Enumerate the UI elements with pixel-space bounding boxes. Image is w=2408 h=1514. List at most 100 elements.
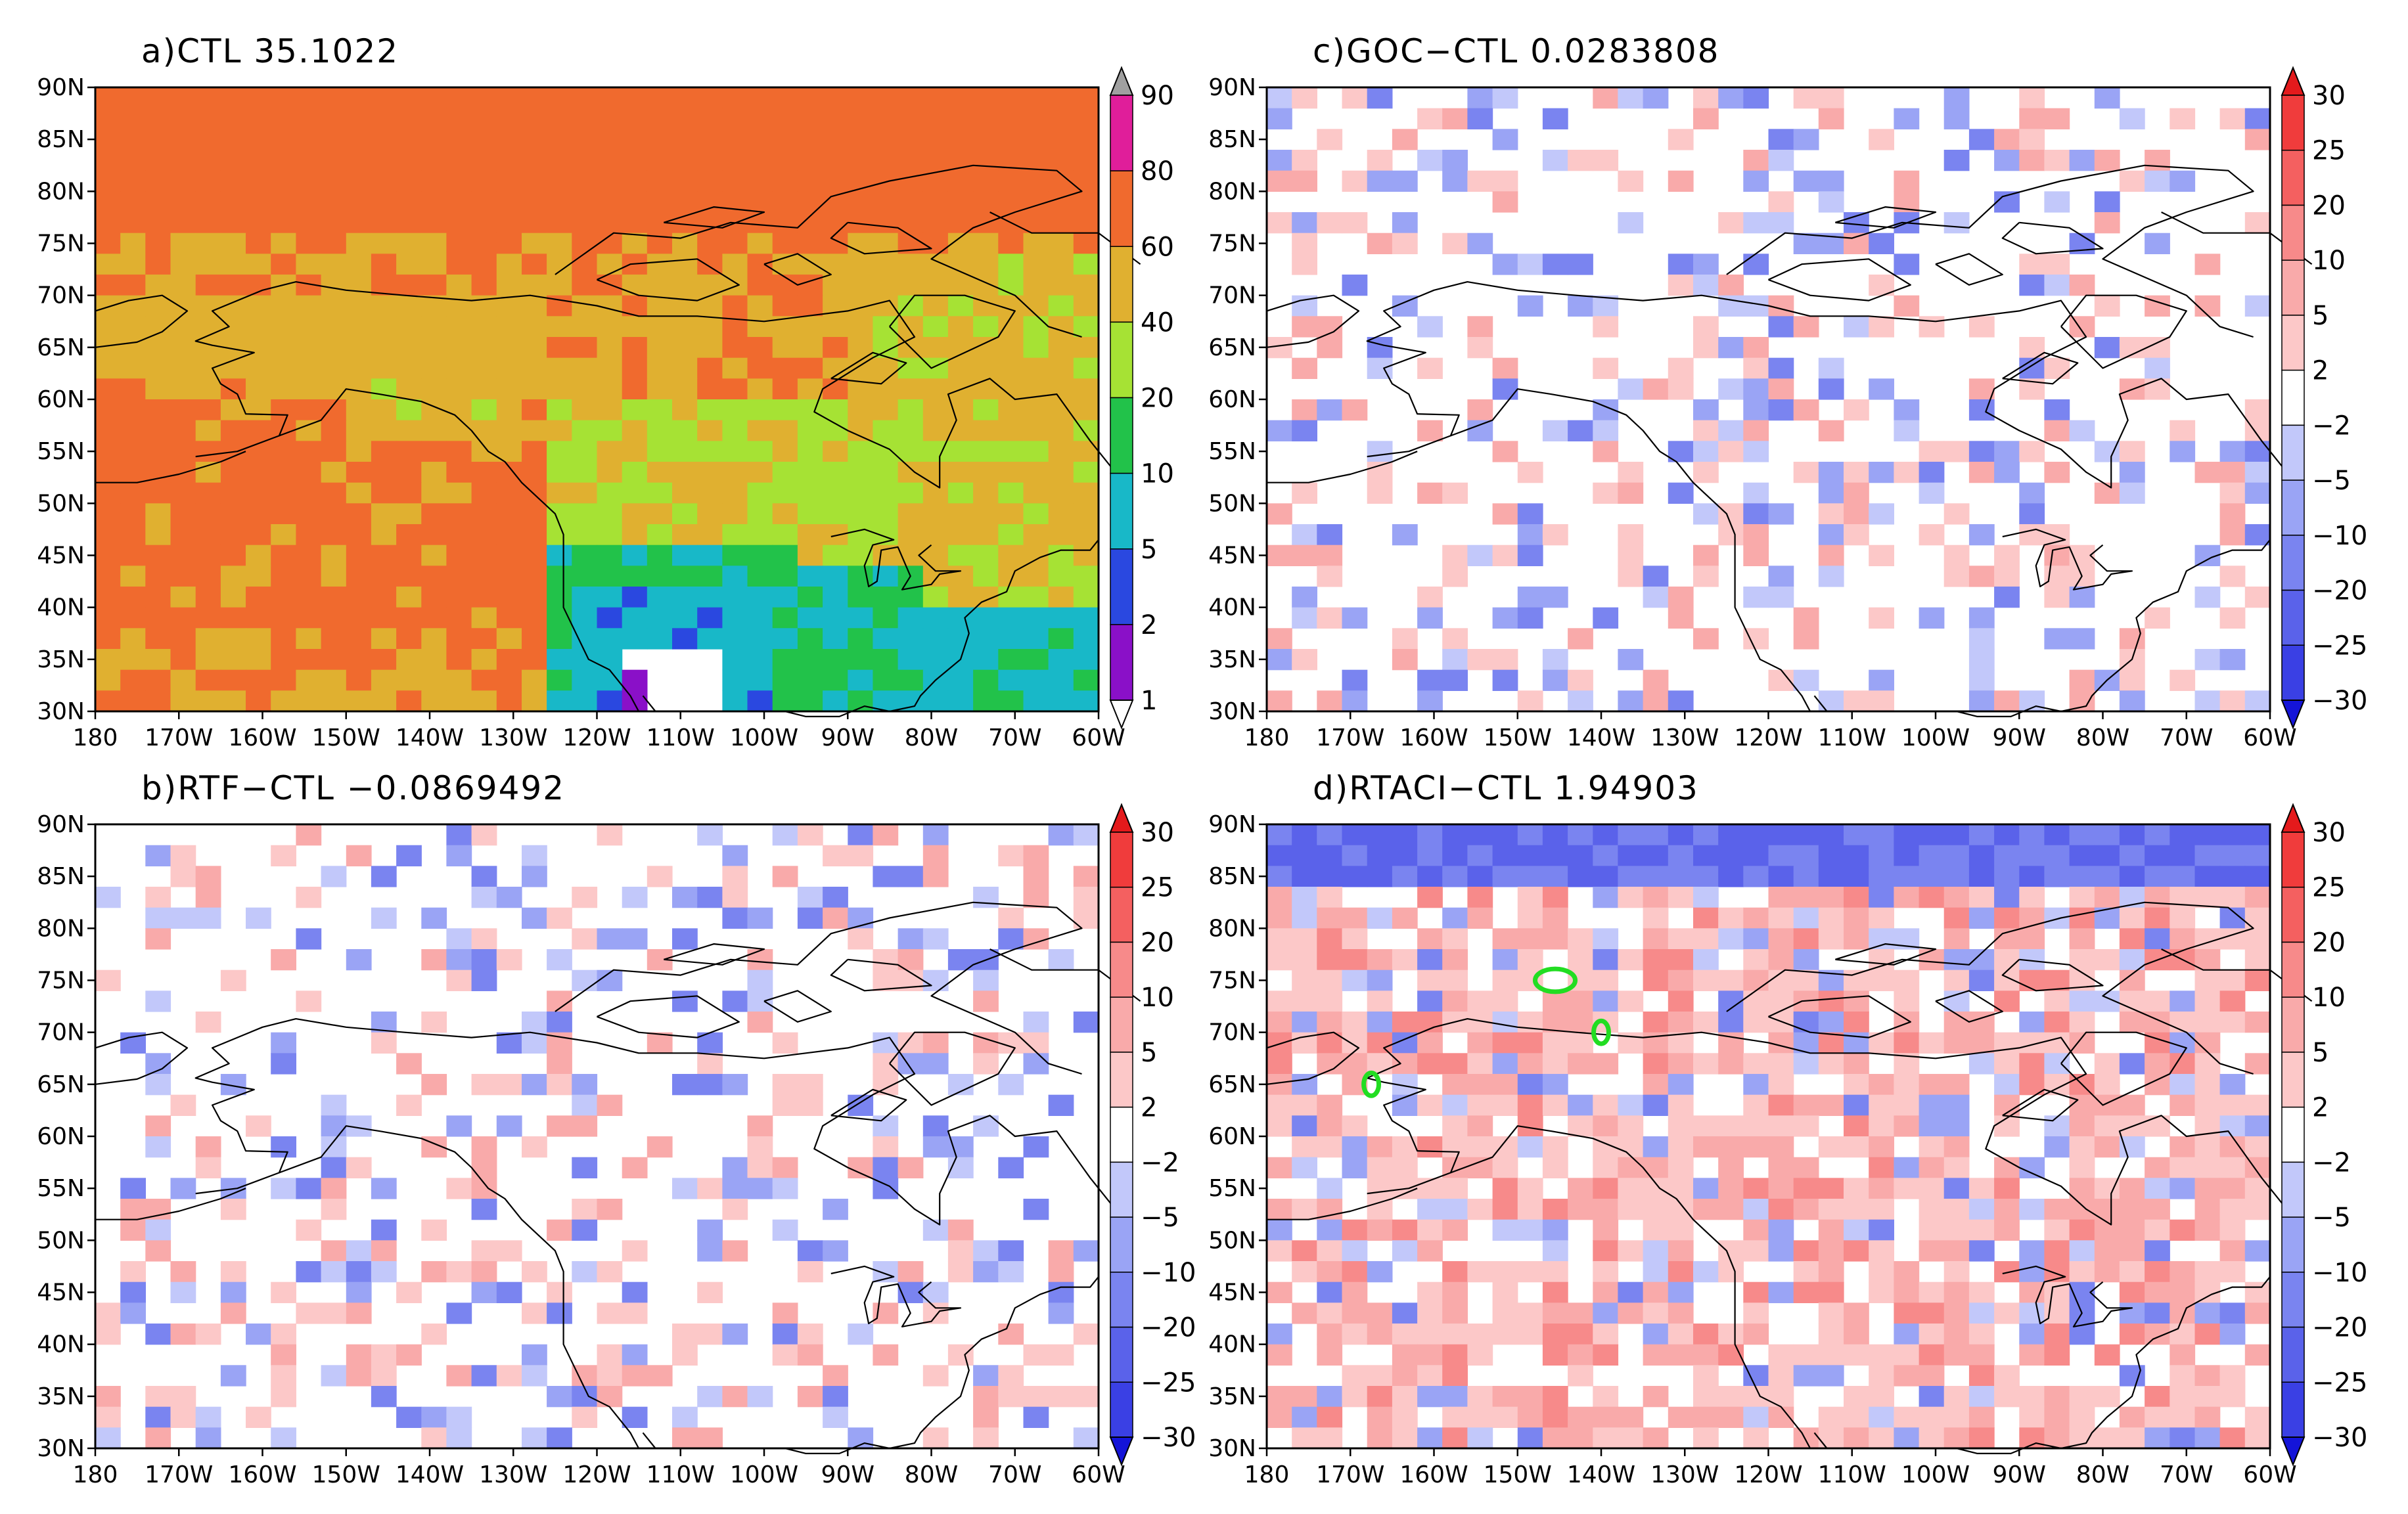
field-cell: [145, 482, 171, 504]
field-cell: [2145, 1178, 2170, 1199]
field-cell: [1919, 1074, 1945, 1096]
field-cell: [1317, 129, 1343, 150]
field-cell: [1844, 1136, 1869, 1158]
field-cell: [1073, 191, 1099, 213]
field-cell: [1718, 378, 1744, 400]
field-cell: [2069, 628, 2095, 650]
field-cell: [1793, 1240, 1819, 1262]
field-cell: [1023, 295, 1049, 317]
field-cell: [2194, 1365, 2221, 1387]
field-cell: [1568, 1344, 1593, 1366]
field-cell: [1442, 150, 1468, 171]
colorbar-swatch: [1110, 624, 1133, 701]
field-cell: [1517, 866, 1543, 887]
field-cell: [1292, 991, 1317, 1012]
field-cell: [1718, 1324, 1744, 1345]
field-cell: [2194, 649, 2221, 671]
field-cell: [1073, 108, 1099, 129]
field-cell: [1994, 1178, 2020, 1199]
field-cell: [1894, 991, 1920, 1012]
field-cell: [170, 108, 196, 129]
field-cell: [522, 462, 547, 483]
field-cell: [1919, 866, 1945, 887]
field-cell: [246, 669, 271, 691]
field-cell: [496, 462, 522, 483]
field-cell: [873, 150, 899, 171]
field-cell: [722, 1324, 748, 1345]
field-cell: [572, 129, 598, 150]
field-cell: [622, 669, 648, 691]
field-cell: [1568, 824, 1593, 846]
field-cell: [371, 607, 397, 629]
field-cell: [1968, 607, 1995, 629]
field-cell: [220, 212, 246, 234]
field-cell: [547, 1053, 572, 1075]
coastline: [1935, 253, 2003, 286]
field-cell: [823, 316, 848, 338]
field-cell: [2244, 1012, 2271, 1033]
lon-tick-label: 70W: [2160, 1461, 2213, 1488]
field-cell: [823, 462, 848, 483]
field-cell: [1718, 1053, 1744, 1075]
field-cell: [421, 1219, 447, 1241]
field-cell: [722, 129, 748, 150]
field-cell: [622, 378, 648, 400]
lat-tick-label: 90N: [1208, 74, 1256, 101]
field-cell: [1492, 1074, 1518, 1096]
field-cell: [597, 150, 623, 171]
field-cell: [1844, 866, 1869, 887]
field-cell: [170, 669, 196, 691]
field-cell: [371, 503, 397, 525]
field-cell: [797, 1094, 823, 1116]
field-cell: [2219, 1094, 2246, 1116]
field-cell: [1643, 1012, 1669, 1033]
field-cell: [2044, 1240, 2070, 1262]
field-cell: [622, 87, 648, 109]
field-cell: [246, 628, 271, 650]
lon-tick-label: 70W: [988, 724, 1041, 751]
highlight-marker: [1591, 1018, 1611, 1046]
field-cell: [922, 233, 949, 254]
coastline: [1768, 258, 1911, 301]
field-cell: [572, 378, 598, 400]
field-cell: [1267, 503, 1292, 525]
field-cell: [2019, 866, 2045, 887]
field-cell: [321, 108, 347, 129]
field-cell: [697, 191, 723, 213]
field-cell: [446, 545, 472, 566]
field-cell: [2219, 1386, 2246, 1408]
field-cell: [823, 524, 848, 546]
field-cell: [772, 566, 798, 587]
field-cell: [2019, 928, 2045, 950]
field-cell: [1894, 1074, 1920, 1096]
lat-tick-label: 70N: [1208, 282, 1256, 309]
field-cell: [1818, 1219, 1844, 1241]
field-cell: [647, 566, 673, 587]
field-cell: [2019, 1053, 2045, 1075]
colorbar-label: −2: [2312, 1147, 2351, 1178]
field-cell: [1968, 441, 1995, 462]
field-cell: [947, 462, 974, 483]
field-cell: [722, 649, 748, 671]
field-cell: [496, 295, 522, 317]
field-cell: [1417, 1240, 1443, 1262]
field-cell: [246, 649, 271, 671]
colorbar-swatch: [1110, 832, 1133, 888]
field-cell: [747, 441, 773, 462]
field-cell: [973, 254, 999, 275]
field-cell: [1342, 1032, 1368, 1054]
field-cell: [547, 462, 572, 483]
field-cell: [446, 316, 472, 338]
field-cell: [95, 87, 121, 109]
field-cell: [1568, 1199, 1593, 1220]
field-cell: [170, 907, 196, 929]
field-cell: [120, 191, 146, 213]
field-cell: [471, 254, 497, 275]
field-cell: [597, 212, 623, 234]
field-cell: [722, 887, 748, 908]
field-cell: [1618, 1115, 1644, 1137]
field-cell: [1542, 887, 1568, 908]
field-cell: [496, 1074, 522, 1096]
field-cell: [2219, 1136, 2246, 1158]
field-cell: [496, 1240, 522, 1262]
